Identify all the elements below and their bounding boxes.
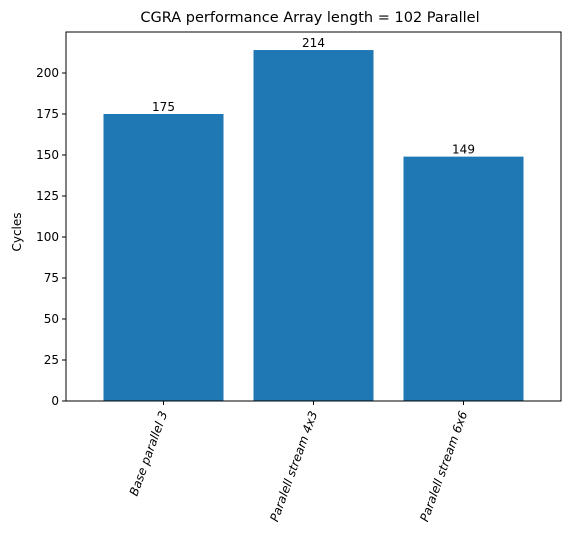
y-tick-label: 100 [36,230,59,244]
bar-2 [253,50,374,401]
y-tick-label: 50 [44,312,59,326]
y-tick-label: 150 [36,148,59,162]
bar-1 [103,114,224,401]
chart-title: CGRA performance Array length = 102 Para… [140,10,479,26]
y-tick-label: 200 [36,66,59,80]
y-tick-label: 75 [44,271,59,285]
x-tick-label: Paralell stream 4x3 [267,409,320,523]
y-tick-label: 175 [36,107,59,121]
plot-frame [65,31,562,402]
bar-value-label: 214 [302,36,325,50]
y-tick-label: 125 [36,189,59,203]
y-axis-ticks: 0 25 50 75 100 125 150 175 200 [36,66,66,408]
y-tick-label: 0 [51,394,59,408]
x-tick-label: Base parallel 3 [127,409,171,498]
x-tick-label: Paralell stream 6x6 [417,409,470,524]
y-axis-label: Cycles [10,212,24,251]
bar-value-label: 149 [452,143,475,157]
y-tick-label: 25 [44,353,59,367]
bar-3 [403,156,524,401]
x-axis-ticks: Base parallel 3 Paralell stream 4x3 Parale… [127,401,470,524]
bars-group: 175 214 149 [103,36,524,401]
bar-value-label: 175 [152,100,175,114]
